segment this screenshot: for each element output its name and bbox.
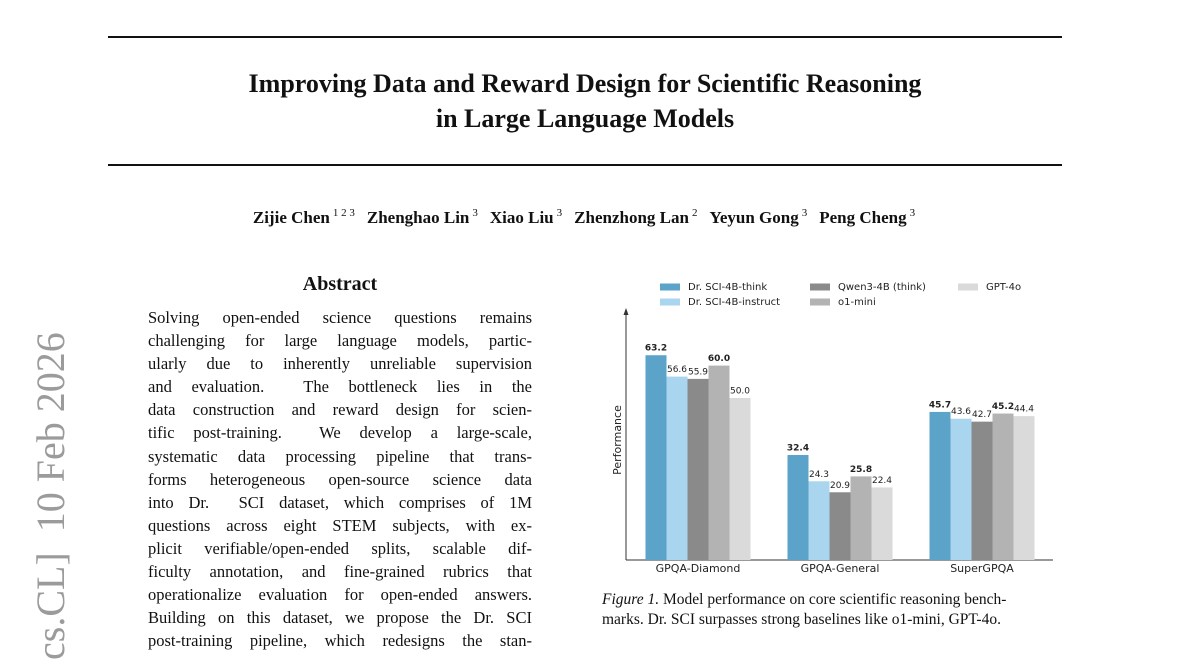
author-name: Xiao Liu [489, 207, 554, 227]
author-name: Peng Cheng [819, 207, 907, 227]
title-line: in Large Language Models [435, 104, 735, 133]
abstract-line: data construction and reward design for … [148, 400, 532, 420]
abstract-line: into Dr. SCI dataset, which comprises of… [148, 492, 532, 512]
top-rule [108, 36, 1062, 38]
author-affiliation: 2 [691, 207, 698, 219]
author: Peng Cheng 3 [819, 207, 916, 227]
abstract-line: operationalize evaluation for open-ended… [148, 585, 532, 605]
legend-label: o1-mini [838, 297, 876, 308]
data-label: 25.8 [850, 465, 872, 475]
author-name: Zhenzhong Lan [574, 207, 689, 227]
data-label: 32.4 [787, 444, 809, 454]
caption-line: marks. Dr. SCI surpasses strong baseline… [602, 610, 1072, 630]
bar [687, 378, 709, 560]
abstract-line: forms heterogeneous open-source science … [148, 469, 532, 489]
data-label: 43.6 [951, 407, 971, 417]
bar [850, 476, 872, 560]
legend-label: Qwen3-4B (think) [838, 282, 926, 293]
data-label: 50.0 [730, 387, 750, 397]
legend-swatch [660, 283, 680, 291]
bar [708, 365, 730, 560]
author: Zhenghao Lin 3 [366, 207, 478, 227]
abstract-line: post-training pipeline, which redesigns … [148, 631, 532, 651]
bar [971, 421, 993, 560]
data-label: 60.0 [708, 354, 730, 364]
legend-swatch [958, 283, 978, 291]
caption-label: Figure 1. [602, 591, 660, 608]
y-axis-arrow [623, 308, 629, 315]
bar [950, 418, 972, 560]
abstract-body: Solving open-ended science questions rem… [148, 306, 532, 652]
legend-swatch [810, 283, 830, 291]
abstract-heading: Abstract [302, 273, 378, 295]
legend-label: GPT-4o [986, 282, 1021, 293]
bar [992, 413, 1014, 560]
figure-caption: Figure 1. Model performance on core scie… [602, 590, 1072, 630]
abstract-line: Solving open-ended science questions rem… [148, 308, 532, 327]
author-name: Zijie Chen [252, 207, 330, 227]
abstract-line: tific post-training. We develop a large-… [148, 423, 532, 443]
data-label: 55.9 [688, 367, 708, 377]
abstract-line: questions across eight STEM subjects, wi… [148, 515, 532, 535]
abstract-line: challenging for large language models, p… [148, 331, 532, 351]
data-label: 56.6 [667, 365, 687, 375]
data-label: 42.7 [972, 410, 992, 420]
data-label: 45.7 [929, 400, 951, 410]
legend-swatch [660, 298, 680, 306]
bar [871, 487, 893, 560]
bar [787, 455, 809, 560]
caption-text: marks. Dr. SCI surpasses strong baseline… [602, 611, 1001, 628]
bottom-rule [108, 164, 1062, 166]
author-affiliation: 3 [801, 207, 808, 219]
legend-label: Dr. SCI-4B-think [688, 282, 767, 293]
caption-text: Model performance on core scientific rea… [663, 591, 1007, 608]
x-tick-label: GPQA-Diamond [656, 562, 741, 575]
bar [666, 376, 688, 560]
bar [829, 492, 851, 560]
author-affiliation: 1 2 3 [332, 207, 355, 219]
author-affiliation: 3 [556, 207, 563, 219]
bar [645, 355, 667, 560]
legend-label: Dr. SCI-4B-instruct [688, 297, 780, 308]
author: Zijie Chen 1 2 3 [252, 207, 355, 227]
title-line: Improving Data and Reward Design for Sci… [248, 69, 922, 98]
abstract-line: plicit verifiable/open-ended splits, sca… [148, 538, 532, 558]
author-affiliation: 3 [472, 207, 478, 219]
bar [808, 481, 830, 560]
author-affiliation: 3 [909, 207, 916, 219]
legend-swatch [810, 298, 830, 306]
figure-chart: Performance Dr. SCI-4B-think Dr. SCI-4B-in… [611, 282, 1053, 575]
bar [1013, 416, 1035, 560]
y-axis-label: Performance [611, 405, 624, 475]
data-label: 20.9 [830, 481, 850, 491]
x-tick-label: SuperGPQA [950, 562, 1014, 575]
caption-line: Figure 1. Model performance on core scie… [602, 590, 1072, 610]
author-list: Zijie Chen 1 2 3 Zhenghao Lin 3 Xiao Liu 3 Zhe… [0, 207, 1168, 228]
abstract-line: Building on this dataset, we propose the… [148, 608, 532, 628]
author: Zhenzhong Lan 2 [574, 207, 698, 227]
paper-title: Improving Data and Reward Design for Sci… [0, 66, 1170, 136]
author: Yeyun Gong 3 [709, 207, 808, 227]
data-label: 63.2 [645, 344, 667, 354]
arxiv-stamp: cs.CL] 10 Feb 2026 [28, 332, 73, 660]
abstract-line: ficulty annotation, and fine-grained rub… [148, 562, 532, 582]
data-label: 22.4 [872, 476, 892, 486]
data-label: 44.4 [1014, 405, 1034, 415]
author-name: Yeyun Gong [709, 207, 799, 227]
abstract-line: and evaluation. The bottleneck lies in t… [148, 377, 532, 397]
bar [929, 411, 951, 560]
data-label: 24.3 [809, 470, 829, 480]
author: Xiao Liu 3 [489, 207, 563, 227]
bar [729, 398, 751, 560]
abstract-line: systematic data processing pipeline that… [148, 446, 532, 466]
x-tick-label: GPQA-General [801, 562, 880, 575]
author-name: Zhenghao Lin [366, 207, 470, 227]
abstract-line: ularly due to inherently unreliable supe… [148, 354, 532, 374]
data-label: 45.2 [992, 402, 1014, 412]
